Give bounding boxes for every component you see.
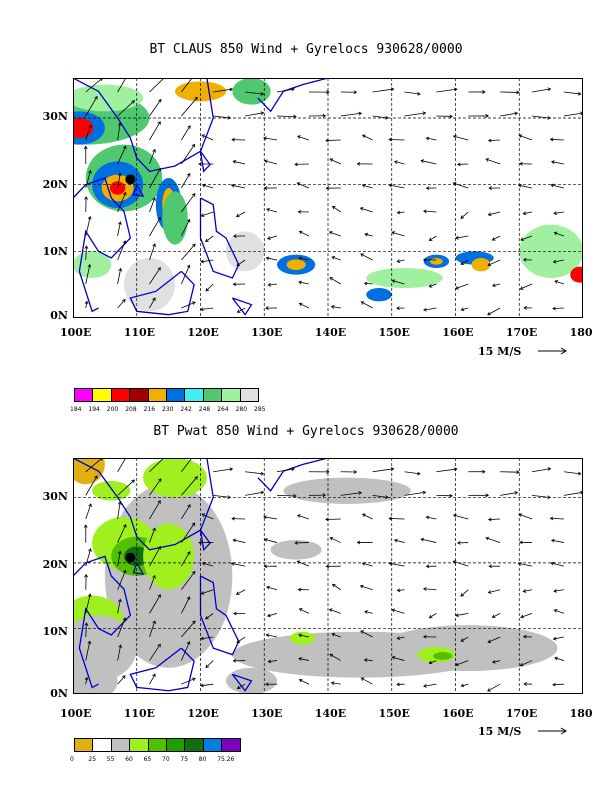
colorbar-label: 200 — [106, 406, 119, 413]
colorbar-label: 25 — [88, 756, 97, 763]
x-tick-label: 100E — [60, 326, 92, 339]
panel1-ytick: 20N — [42, 178, 68, 191]
colorbar-label: 230 — [162, 406, 174, 413]
colorbar-label: 55 — [106, 756, 115, 763]
colorbar-swatch — [221, 738, 241, 752]
panel2-ytick: 30N — [42, 490, 68, 503]
panel2-map — [73, 458, 583, 694]
lat-lon-grid — [73, 458, 583, 694]
panel1-map — [73, 78, 583, 318]
colorbar-swatch — [166, 388, 186, 402]
colorbar-label: 194 — [88, 406, 100, 413]
colorbar-swatch — [110, 738, 131, 752]
colorbar-swatch — [74, 388, 94, 402]
colorbar-label: 285 — [254, 406, 266, 413]
panel1-ytick: 10N — [42, 245, 68, 258]
map-frame — [73, 78, 583, 318]
lat-lon-grid — [73, 78, 583, 318]
map-frame — [73, 458, 583, 694]
x-tick-label: 180 — [569, 326, 593, 339]
panel1-ref-arrow — [538, 347, 567, 355]
x-tick-label: 130E — [251, 707, 283, 720]
x-tick-label: 100E — [60, 707, 92, 720]
gyre-location-marker — [125, 552, 136, 563]
colorbar-label: 280 — [235, 406, 248, 413]
x-tick-label: 170E — [505, 326, 538, 339]
gyre-location-marker — [125, 174, 136, 185]
field-shading — [73, 458, 558, 694]
colorbar-swatch — [74, 738, 94, 752]
colorbar-label: 70 — [162, 756, 170, 763]
x-tick-label: 130E — [251, 326, 283, 339]
panel2-ref-arrow — [538, 727, 567, 735]
colorbar-swatch — [202, 388, 223, 402]
colorbar-swatch — [147, 388, 167, 402]
panel2-ytick: 0N — [50, 687, 68, 700]
x-tick-label: 160E — [442, 707, 474, 720]
colorbar-label: 75 — [180, 756, 189, 763]
panel1-title: BT CLAUS 850 Wind + Gyrelocs 930628/0000 — [149, 42, 463, 57]
x-tick-label: 180 — [569, 707, 593, 720]
panel1-ref-vector-label: 15 M/S — [478, 345, 522, 358]
panel2-colorbar: 0 25 55 60 65 70 75 80 75.26 — [70, 738, 260, 768]
colorbar-label: 264 — [217, 406, 229, 413]
colorbar-swatch — [129, 738, 149, 752]
x-tick-label: 110E — [123, 707, 156, 720]
colorbar-swatch — [147, 738, 167, 752]
colorbar-label: 65 — [143, 756, 152, 763]
colorbar-swatch — [110, 388, 131, 402]
colorbar-label: 0 — [70, 756, 74, 763]
colorbar-swatch — [92, 388, 112, 402]
colorbar-swatch — [129, 388, 149, 402]
panel2-ytick: 10N — [42, 625, 68, 638]
colorbar-label: 184 — [70, 406, 82, 413]
x-tick-label: 120E — [187, 707, 219, 720]
colorbar-swatch — [92, 738, 112, 752]
colorbar-label: 80 — [198, 756, 207, 763]
panel1-colorbar: 184 194 200 208 216 230 242 248 264 280 285 — [70, 388, 265, 418]
field-shading — [73, 78, 583, 312]
x-tick-label: 160E — [442, 326, 474, 339]
colorbar-swatch — [202, 738, 223, 752]
colorbar-swatch — [184, 388, 204, 402]
colorbar-label: 60 — [125, 756, 133, 763]
panel2-ytick: 20N — [42, 558, 68, 571]
panel2-ref-vector-label: 15 M/S — [478, 725, 522, 738]
colorbar-label: 75.26 — [217, 756, 235, 763]
panel1-ytick: 0N — [50, 309, 68, 322]
wind-vectors — [83, 458, 583, 692]
colorbar-swatch — [239, 388, 259, 402]
panel2-title: BT Pwat 850 Wind + Gyrelocs 930628/0000 — [153, 424, 459, 439]
x-tick-label: 140E — [314, 326, 347, 339]
colorbar-swatch — [166, 738, 186, 752]
x-tick-label: 170E — [505, 707, 538, 720]
colorbar-label: 208 — [125, 406, 137, 413]
colorbar-swatch — [221, 388, 241, 402]
x-tick-label: 150E — [378, 707, 410, 720]
x-tick-label: 140E — [314, 707, 347, 720]
x-tick-label: 150E — [378, 326, 410, 339]
x-tick-label: 110E — [123, 326, 156, 339]
colorbar-label: 242 — [180, 406, 192, 413]
colorbar-swatch — [184, 738, 204, 752]
colorbar-label: 216 — [143, 406, 156, 413]
panel1-ytick: 30N — [42, 110, 68, 123]
x-tick-label: 120E — [187, 326, 219, 339]
colorbar-label: 248 — [198, 406, 211, 413]
